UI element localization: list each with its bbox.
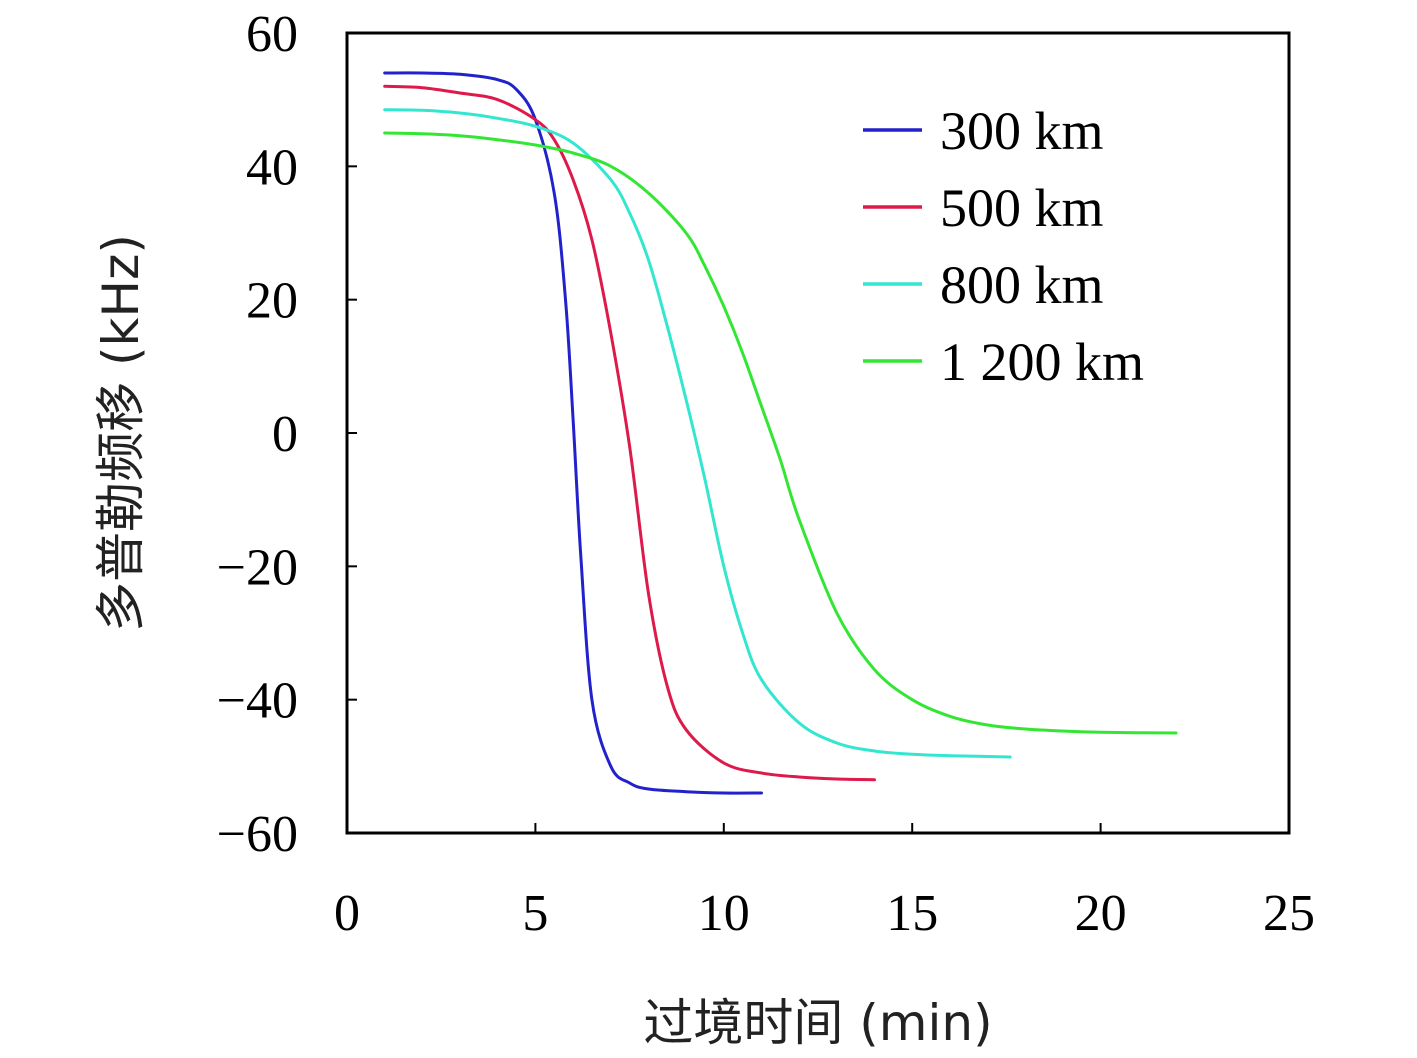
series-line-1 (383, 84, 876, 782)
y-tick-label: 0 (272, 406, 298, 463)
series-line-2 (383, 108, 1012, 759)
series-lines (383, 71, 1178, 795)
y-axis-label: 多普勒频移 (kHz) (92, 234, 150, 632)
x-axis-label: 过境时间 (min) (643, 994, 992, 1052)
y-tick-label: −20 (217, 539, 298, 596)
x-tick-label: 25 (1263, 885, 1315, 942)
y-tick-label: −60 (217, 806, 298, 863)
x-axis-ticks: 0 5 10 15 20 25 (334, 823, 1315, 942)
y-axis-ticks: 60 40 20 0 −20 −40 −60 (217, 6, 357, 863)
plot-frame (345, 31, 1291, 835)
series-line-3 (383, 131, 1178, 735)
x-tick-label: 20 (1075, 885, 1127, 942)
y-tick-label: −40 (217, 673, 298, 730)
y-tick-label: 60 (246, 6, 298, 63)
x-tick-label: 10 (698, 885, 750, 942)
y-tick-label: 20 (246, 273, 298, 330)
legend-label: 1 200 km (940, 332, 1144, 392)
y-tick-label: 40 (246, 139, 298, 196)
legend-label: 800 km (940, 255, 1104, 315)
x-tick-label: 15 (886, 885, 938, 942)
series-line-0 (383, 71, 763, 795)
legend-label: 300 km (940, 101, 1104, 161)
x-tick-label: 0 (334, 885, 360, 942)
legend-label: 500 km (940, 178, 1104, 238)
x-tick-label: 5 (522, 885, 548, 942)
legend: 300 km 500 km 800 km 1 200 km (863, 101, 1144, 392)
